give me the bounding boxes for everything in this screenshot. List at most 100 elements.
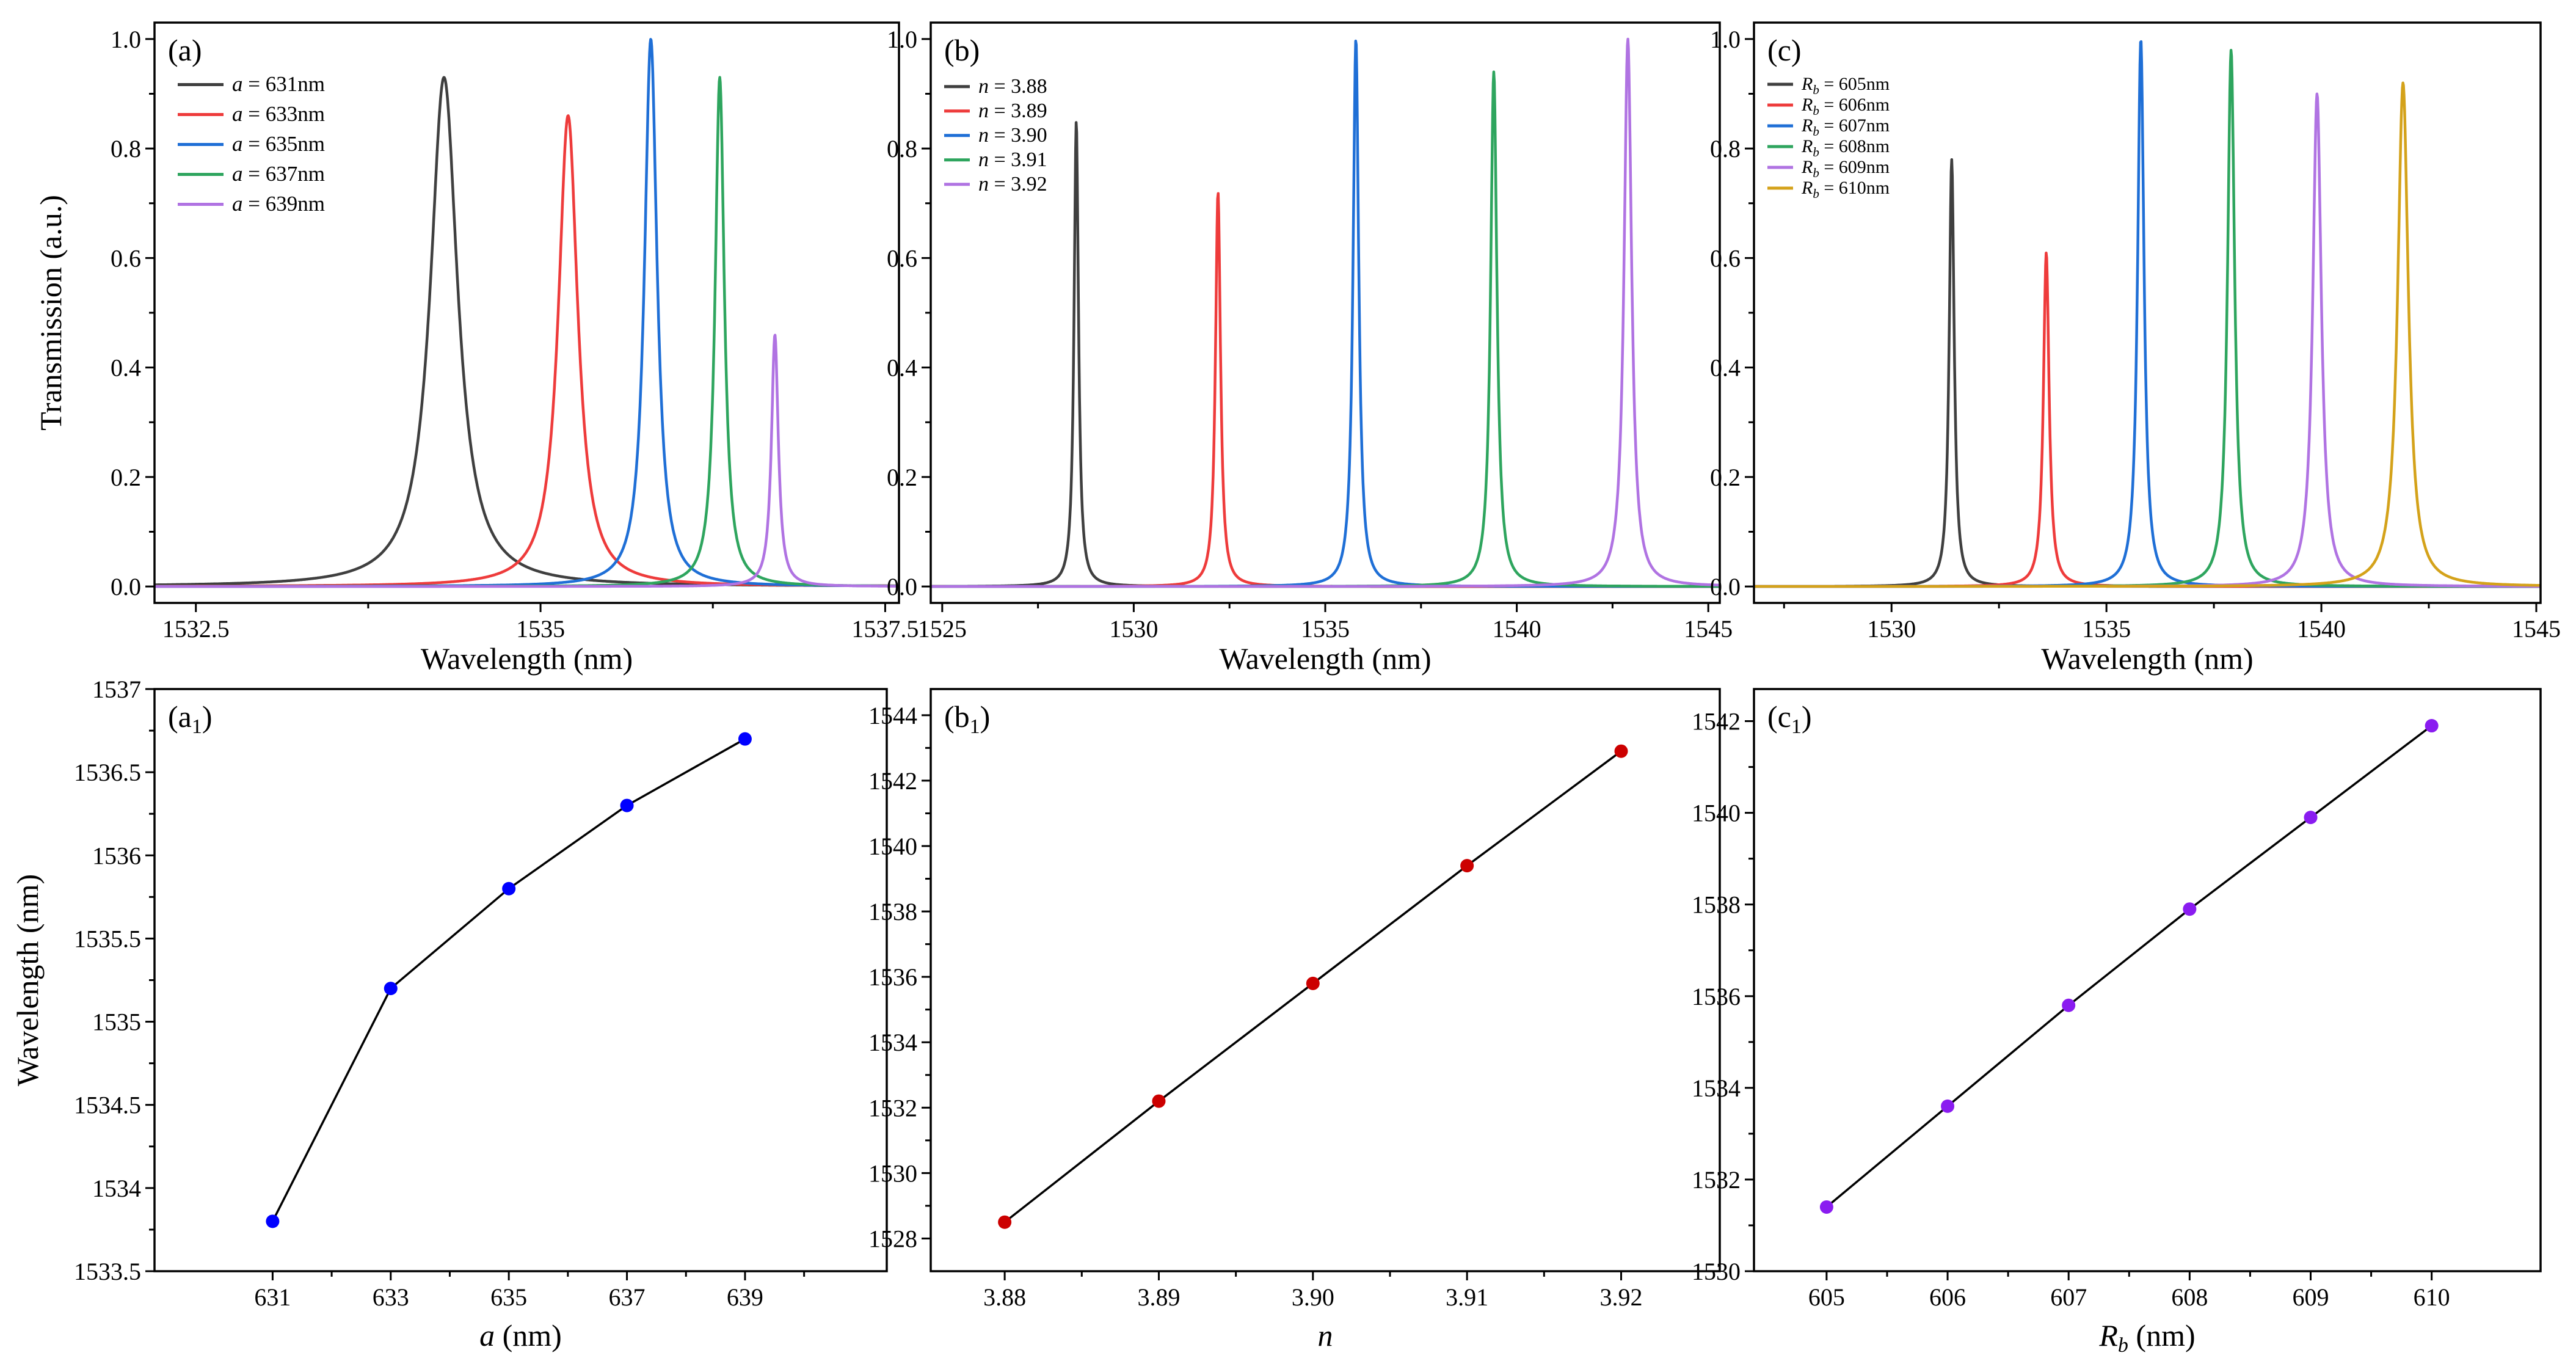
x-tick-label-a1-2: 635 bbox=[490, 1283, 527, 1311]
series-line-b-2 bbox=[931, 39, 1720, 588]
panel-b1: 3.88 3.89 3.90 3.91 3.92 1528 1530 1532 1534 1536… bbox=[868, 688, 1721, 1352]
panel-b: 1525 1530 1535 1540 1545 0.0 0.2 0.4 0.6 0.8 1.0 Wa… bbox=[887, 21, 1733, 676]
panel-a: 1532.5 1535 1537.5 0.0 0.2 0.4 0.6 0.8 1.0 Wavele… bbox=[34, 21, 919, 676]
y-tick-label-a1-0: 1533.5 bbox=[74, 1258, 141, 1285]
series-line-c-0 bbox=[1754, 158, 2541, 588]
x-axis-label-c: Wavelength (nm) bbox=[2041, 641, 2253, 676]
legend-label-a-3: a = 637nm bbox=[232, 162, 325, 186]
y-tick-label-c1-2: 1534 bbox=[1692, 1075, 1741, 1102]
panel-label-a: (a) bbox=[168, 33, 202, 67]
y-tick-label-a1-4: 1535.5 bbox=[74, 925, 141, 952]
legend-label-b-3: n = 3.91 bbox=[978, 148, 1047, 171]
y-tick-label-c1-3: 1536 bbox=[1692, 983, 1741, 1010]
series-line-b-0 bbox=[931, 121, 1720, 588]
y-tick-label-c-0: 0.0 bbox=[1710, 573, 1741, 600]
series-line-b-4 bbox=[931, 37, 1720, 588]
y-tick-label-b-2: 0.4 bbox=[887, 354, 917, 382]
plot-area-c bbox=[1754, 40, 2541, 588]
data-point-b1-4 bbox=[1614, 744, 1628, 758]
x-tick-label-c1-5: 610 bbox=[2414, 1283, 2450, 1311]
y-tick-label-b1-8: 1544 bbox=[868, 702, 917, 729]
series-line-b-1 bbox=[931, 192, 1720, 588]
y-tick-label-b-5: 1.0 bbox=[887, 26, 917, 53]
x-tick-label-b1-4: 3.92 bbox=[1600, 1283, 1643, 1311]
panel-label-a1: (a1) bbox=[168, 699, 213, 738]
y-tick-label-a1-1: 1534 bbox=[92, 1175, 141, 1202]
legend-label-c-1: Rb = 606nm bbox=[1801, 95, 1890, 118]
x-axis-label-b1: n bbox=[1318, 1318, 1333, 1352]
legend-label-c-4: Rb = 609nm bbox=[1801, 157, 1890, 180]
y-tick-label-c1-1: 1532 bbox=[1692, 1166, 1741, 1194]
data-point-c1-5 bbox=[2425, 719, 2439, 733]
y-tick-label-a-1: 0.2 bbox=[111, 464, 141, 491]
panel-a1: 631 633 635 637 639 1533.5 1534 1534.5 1535 1535.… bbox=[10, 676, 888, 1352]
legend-b: n = 3.88n = 3.89n = 3.90n = 3.91n = 3.92 bbox=[944, 75, 1047, 195]
x-axis-label-a1: a (nm) bbox=[479, 1318, 562, 1352]
panel-c: 1530 1535 1540 1545 0.0 0.2 0.4 0.6 0.8 1.0 Wavele… bbox=[1710, 21, 2561, 676]
x-tick-label-a-1: 1535 bbox=[516, 615, 565, 643]
x-tick-label-c-1: 1535 bbox=[2082, 615, 2131, 643]
y-tick-label-b1-0: 1528 bbox=[868, 1225, 917, 1252]
data-point-a1-4 bbox=[738, 732, 752, 746]
legend-label-c-0: Rb = 605nm bbox=[1801, 74, 1890, 97]
data-point-b1-1 bbox=[1152, 1094, 1166, 1108]
y-tick-label-a-5: 1.0 bbox=[111, 26, 141, 53]
connect-line-a1 bbox=[271, 738, 746, 1222]
y-tick-label-b1-1: 1530 bbox=[868, 1159, 917, 1187]
y-tick-label-a-2: 0.4 bbox=[111, 354, 141, 382]
x-tick-label-b-1: 1530 bbox=[1109, 615, 1158, 643]
y-tick-label-b1-7: 1542 bbox=[868, 767, 917, 795]
legend-label-a-2: a = 635nm bbox=[232, 132, 325, 156]
x-axis-label-c1: Rb (nm) bbox=[2098, 1318, 2195, 1357]
plot-frame-b bbox=[930, 21, 1721, 604]
x-tick-label-c1-1: 606 bbox=[1929, 1283, 1966, 1311]
y-tick-label-b-4: 0.8 bbox=[887, 135, 917, 162]
x-tick-label-a1-0: 631 bbox=[254, 1283, 291, 1311]
x-tick-label-b1-3: 3.91 bbox=[1446, 1283, 1488, 1311]
x-tick-label-a-0: 1532.5 bbox=[162, 615, 230, 643]
series-line-a-4 bbox=[155, 334, 899, 588]
x-tick-label-c1-0: 605 bbox=[1808, 1283, 1845, 1311]
legend-label-b-2: n = 3.90 bbox=[978, 124, 1047, 147]
legend-label-c-5: Rb = 610nm bbox=[1801, 178, 1890, 201]
y-tick-label-b1-5: 1538 bbox=[868, 898, 917, 925]
y-tick-label-c-1: 0.2 bbox=[1710, 464, 1741, 491]
data-point-c1-1 bbox=[1941, 1099, 1955, 1113]
plot-area-b bbox=[931, 37, 1720, 588]
panel-label-b: (b) bbox=[944, 33, 980, 67]
legend-label-b-4: n = 3.92 bbox=[978, 173, 1047, 195]
y-tick-label-a1-3: 1535 bbox=[92, 1009, 141, 1036]
x-axis-label-b: Wavelength (nm) bbox=[1219, 641, 1431, 676]
x-tick-label-b-0: 1525 bbox=[918, 615, 967, 643]
y-tick-label-a-0: 0.0 bbox=[111, 573, 141, 600]
data-point-c1-4 bbox=[2304, 811, 2318, 825]
y-tick-label-a1-6: 1536.5 bbox=[74, 759, 141, 786]
x-tick-label-b-4: 1545 bbox=[1684, 615, 1733, 643]
plot-area-a bbox=[155, 38, 899, 588]
data-point-b1-2 bbox=[1306, 976, 1320, 990]
y-tick-label-a1-2: 1534.5 bbox=[74, 1092, 141, 1119]
series-line-a-1 bbox=[155, 114, 899, 588]
x-tick-label-c-3: 1545 bbox=[2512, 615, 2561, 643]
y-tick-label-a1-7: 1537 bbox=[92, 676, 141, 703]
legend-label-a-4: a = 639nm bbox=[232, 192, 325, 216]
data-point-a1-1 bbox=[384, 982, 398, 996]
y-tick-label-c1-5: 1540 bbox=[1692, 800, 1741, 827]
plot-area-b1 bbox=[998, 744, 1628, 1229]
data-point-a1-0 bbox=[266, 1214, 280, 1228]
panel-label-c1: (c1) bbox=[1767, 699, 1812, 738]
data-point-c1-2 bbox=[2062, 998, 2076, 1012]
y-tick-label-c-2: 0.4 bbox=[1710, 354, 1741, 382]
y-tick-label-c1-4: 1538 bbox=[1692, 891, 1741, 919]
y-tick-label-b-1: 0.2 bbox=[887, 464, 917, 491]
legend-label-a-1: a = 633nm bbox=[232, 102, 325, 126]
plot-frame-c1 bbox=[1753, 688, 2542, 1272]
x-tick-label-b1-1: 3.89 bbox=[1137, 1283, 1180, 1311]
legend-label-a-0: a = 631nm bbox=[232, 72, 325, 96]
y-tick-label-b-3: 0.6 bbox=[887, 244, 917, 272]
y-tick-label-c-4: 0.8 bbox=[1710, 135, 1741, 162]
x-tick-label-b1-0: 3.88 bbox=[983, 1283, 1026, 1311]
y-tick-label-b-0: 0.0 bbox=[887, 573, 917, 600]
x-tick-label-c1-4: 609 bbox=[2293, 1283, 2329, 1311]
